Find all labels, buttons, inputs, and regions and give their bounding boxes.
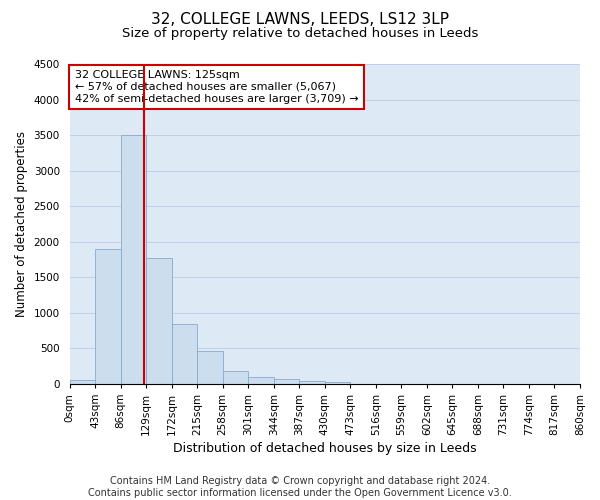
Bar <box>325 382 350 384</box>
Bar <box>223 371 248 384</box>
Text: Size of property relative to detached houses in Leeds: Size of property relative to detached ho… <box>122 28 478 40</box>
Y-axis label: Number of detached properties: Number of detached properties <box>15 131 28 317</box>
Bar <box>121 135 146 384</box>
Bar <box>172 324 197 384</box>
Bar <box>95 249 121 384</box>
Bar <box>274 379 299 384</box>
Text: 32, COLLEGE LAWNS, LEEDS, LS12 3LP: 32, COLLEGE LAWNS, LEEDS, LS12 3LP <box>151 12 449 28</box>
Text: 32 COLLEGE LAWNS: 125sqm
← 57% of detached houses are smaller (5,067)
42% of sem: 32 COLLEGE LAWNS: 125sqm ← 57% of detach… <box>74 70 358 104</box>
Bar <box>248 377 274 384</box>
Bar <box>70 380 95 384</box>
Bar <box>197 351 223 384</box>
X-axis label: Distribution of detached houses by size in Leeds: Distribution of detached houses by size … <box>173 442 476 455</box>
Text: Contains HM Land Registry data © Crown copyright and database right 2024.
Contai: Contains HM Land Registry data © Crown c… <box>88 476 512 498</box>
Bar <box>146 258 172 384</box>
Bar <box>299 380 325 384</box>
